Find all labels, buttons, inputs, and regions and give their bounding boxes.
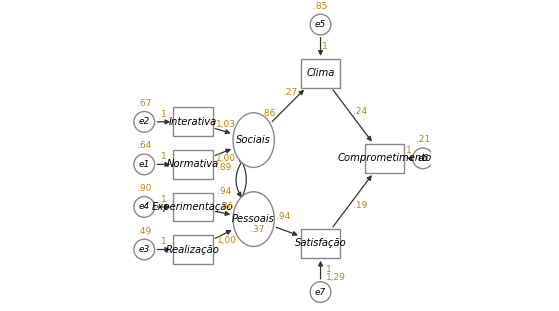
- Circle shape: [134, 112, 155, 132]
- FancyArrowPatch shape: [157, 205, 169, 209]
- FancyBboxPatch shape: [173, 235, 212, 264]
- Text: e2: e2: [139, 117, 150, 126]
- FancyArrowPatch shape: [333, 90, 371, 141]
- FancyArrowPatch shape: [408, 156, 412, 160]
- Text: 1: 1: [161, 195, 167, 204]
- FancyBboxPatch shape: [301, 59, 340, 88]
- Text: 1,00: 1,00: [216, 154, 236, 163]
- FancyArrowPatch shape: [319, 38, 323, 55]
- Text: Normativa: Normativa: [167, 160, 219, 169]
- FancyArrowPatch shape: [236, 161, 242, 197]
- Text: .85: .85: [314, 2, 328, 11]
- FancyArrowPatch shape: [333, 176, 371, 227]
- Text: Realização: Realização: [166, 244, 220, 254]
- FancyArrowPatch shape: [276, 227, 297, 235]
- FancyBboxPatch shape: [173, 193, 212, 221]
- Text: Satisfação: Satisfação: [295, 239, 347, 248]
- Text: 1,03: 1,03: [216, 120, 236, 129]
- Ellipse shape: [233, 192, 274, 247]
- Text: 1: 1: [161, 110, 167, 119]
- Circle shape: [134, 239, 155, 260]
- Circle shape: [413, 148, 433, 169]
- Text: Pessoais: Pessoais: [232, 214, 275, 224]
- Text: Comprometimento: Comprometimento: [337, 153, 432, 163]
- FancyArrowPatch shape: [272, 91, 303, 122]
- Text: 1: 1: [405, 146, 411, 155]
- Text: .19: .19: [353, 201, 367, 210]
- Text: e1: e1: [139, 160, 150, 169]
- FancyArrowPatch shape: [157, 248, 169, 252]
- Text: Clima: Clima: [306, 68, 335, 78]
- Ellipse shape: [233, 113, 274, 167]
- Text: Experimentação: Experimentação: [152, 202, 234, 212]
- Text: e4: e4: [139, 202, 150, 211]
- FancyArrowPatch shape: [157, 162, 169, 166]
- Text: Interativa: Interativa: [169, 117, 217, 127]
- Text: 1,29: 1,29: [326, 273, 346, 282]
- FancyBboxPatch shape: [364, 144, 404, 173]
- Text: 1: 1: [161, 237, 167, 246]
- Text: .90: .90: [137, 184, 151, 193]
- Text: 1,00: 1,00: [216, 236, 236, 245]
- Text: 1: 1: [322, 42, 328, 51]
- Text: .49: .49: [137, 226, 151, 235]
- Circle shape: [310, 282, 331, 302]
- FancyArrowPatch shape: [215, 149, 230, 156]
- Text: 1: 1: [161, 152, 167, 161]
- Text: .67: .67: [137, 99, 151, 108]
- Text: .27: .27: [283, 88, 297, 97]
- Text: .94: .94: [217, 187, 231, 196]
- Text: .37: .37: [250, 225, 264, 234]
- Circle shape: [134, 154, 155, 175]
- FancyArrowPatch shape: [157, 120, 169, 124]
- FancyBboxPatch shape: [301, 229, 340, 258]
- Text: .86: .86: [262, 109, 276, 118]
- FancyArrowPatch shape: [215, 128, 230, 134]
- FancyArrowPatch shape: [215, 231, 231, 239]
- FancyArrowPatch shape: [319, 262, 323, 279]
- Text: 1: 1: [326, 265, 331, 274]
- Circle shape: [134, 197, 155, 217]
- Text: e3: e3: [139, 245, 150, 254]
- Text: e5: e5: [315, 20, 326, 29]
- Circle shape: [310, 14, 331, 35]
- FancyArrowPatch shape: [215, 211, 229, 215]
- FancyBboxPatch shape: [173, 150, 212, 179]
- Text: .94: .94: [276, 211, 290, 220]
- Text: e7: e7: [315, 288, 326, 297]
- Text: .21: .21: [416, 135, 430, 144]
- Text: .86: .86: [219, 202, 233, 211]
- Text: Sociais: Sociais: [236, 135, 271, 145]
- Text: e6: e6: [418, 154, 429, 163]
- Text: .89: .89: [217, 163, 231, 172]
- FancyArrowPatch shape: [239, 157, 247, 203]
- FancyBboxPatch shape: [173, 107, 212, 136]
- Text: .64: .64: [137, 142, 151, 151]
- Text: .24: .24: [353, 107, 367, 116]
